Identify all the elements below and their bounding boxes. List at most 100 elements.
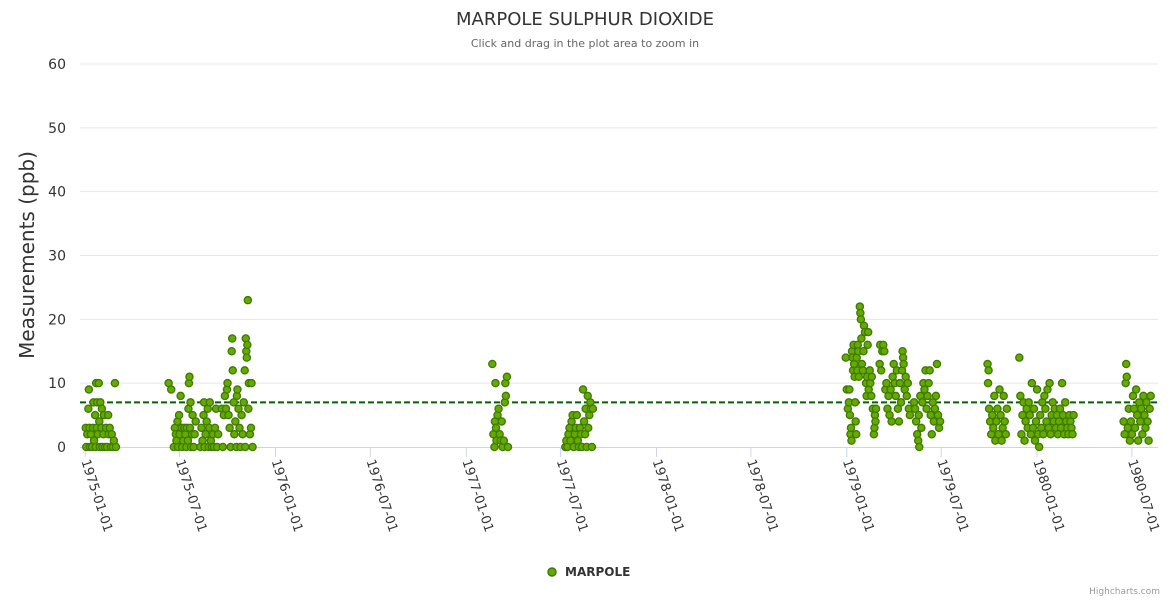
- data-point[interactable]: [894, 417, 904, 426]
- data-point[interactable]: [931, 391, 941, 401]
- data-point[interactable]: [233, 385, 242, 394]
- data-point[interactable]: [999, 391, 1008, 401]
- data-point[interactable]: [189, 442, 198, 452]
- data-point[interactable]: [880, 346, 889, 356]
- data-point[interactable]: [491, 378, 500, 388]
- data-point[interactable]: [905, 410, 915, 420]
- data-point[interactable]: [247, 378, 256, 388]
- data-point[interactable]: [244, 404, 253, 413]
- data-point[interactable]: [1069, 410, 1078, 420]
- data-point[interactable]: [213, 429, 223, 439]
- data-point[interactable]: [227, 334, 237, 343]
- data-point[interactable]: [572, 410, 582, 420]
- data-point[interactable]: [1027, 378, 1037, 388]
- data-point[interactable]: [850, 398, 860, 407]
- data-point[interactable]: [863, 340, 872, 350]
- data-point[interactable]: [851, 417, 860, 426]
- data-point[interactable]: [1029, 404, 1039, 413]
- data-point[interactable]: [240, 366, 249, 375]
- data-point[interactable]: [984, 366, 993, 375]
- data-point[interactable]: [90, 410, 100, 420]
- data-point[interactable]: [205, 398, 215, 407]
- data-point[interactable]: [111, 442, 121, 452]
- data-point[interactable]: [1068, 429, 1077, 439]
- data-point[interactable]: [895, 378, 905, 388]
- data-point[interactable]: [910, 404, 920, 413]
- data-point[interactable]: [583, 423, 593, 433]
- data-point[interactable]: [867, 391, 876, 401]
- data-point[interactable]: [1034, 442, 1044, 452]
- credits-link[interactable]: Highcharts.com: [1089, 587, 1160, 597]
- data-point[interactable]: [243, 295, 253, 305]
- data-point[interactable]: [851, 429, 861, 439]
- data-point[interactable]: [871, 404, 881, 413]
- data-point[interactable]: [867, 372, 877, 382]
- data-point[interactable]: [1144, 436, 1153, 445]
- data-point[interactable]: [891, 391, 901, 401]
- data-point[interactable]: [1131, 385, 1141, 394]
- data-point[interactable]: [1122, 372, 1131, 382]
- data-point[interactable]: [239, 398, 248, 407]
- data-point[interactable]: [248, 442, 257, 452]
- data-point[interactable]: [494, 404, 503, 413]
- data-point[interactable]: [578, 385, 588, 394]
- legend-symbol-icon[interactable]: [547, 567, 557, 577]
- data-point[interactable]: [238, 429, 247, 439]
- data-point[interactable]: [1143, 417, 1152, 426]
- data-point[interactable]: [1001, 429, 1011, 439]
- data-point[interactable]: [103, 410, 113, 420]
- data-point[interactable]: [871, 417, 880, 426]
- data-point[interactable]: [876, 366, 886, 375]
- data-point[interactable]: [190, 429, 199, 439]
- data-point[interactable]: [224, 410, 233, 420]
- data-point[interactable]: [1002, 404, 1012, 413]
- data-point[interactable]: [243, 340, 252, 350]
- data-point[interactable]: [927, 429, 937, 439]
- data-point[interactable]: [983, 378, 993, 388]
- data-point[interactable]: [110, 378, 120, 388]
- data-point[interactable]: [227, 346, 236, 356]
- data-point[interactable]: [990, 391, 999, 401]
- data-point[interactable]: [242, 353, 252, 362]
- data-point[interactable]: [859, 346, 868, 356]
- data-point[interactable]: [174, 410, 184, 420]
- data-point[interactable]: [191, 417, 200, 426]
- data-point[interactable]: [922, 404, 931, 413]
- data-point[interactable]: [218, 442, 228, 452]
- data-point[interactable]: [903, 378, 913, 388]
- data-point[interactable]: [924, 378, 933, 388]
- data-point[interactable]: [995, 385, 1004, 394]
- data-point[interactable]: [223, 378, 232, 388]
- data-point[interactable]: [1020, 436, 1029, 445]
- data-point[interactable]: [886, 385, 895, 394]
- data-point[interactable]: [917, 423, 926, 433]
- data-point[interactable]: [488, 359, 497, 369]
- data-point[interactable]: [587, 442, 597, 452]
- data-point[interactable]: [1041, 404, 1050, 413]
- data-point[interactable]: [987, 410, 997, 420]
- data-point[interactable]: [1000, 417, 1009, 426]
- series-marpole-points[interactable]: [81, 295, 1155, 452]
- data-point[interactable]: [1133, 436, 1143, 445]
- data-point[interactable]: [186, 398, 195, 407]
- data-point[interactable]: [501, 391, 511, 401]
- data-point[interactable]: [1025, 410, 1035, 420]
- data-point[interactable]: [503, 442, 513, 452]
- data-point[interactable]: [899, 359, 908, 369]
- data-point[interactable]: [1035, 410, 1045, 420]
- data-point[interactable]: [84, 385, 94, 394]
- data-point[interactable]: [166, 385, 176, 394]
- data-point[interactable]: [1031, 417, 1041, 426]
- data-point[interactable]: [896, 398, 906, 407]
- data-point[interactable]: [887, 417, 896, 426]
- data-point[interactable]: [846, 423, 856, 433]
- data-point[interactable]: [854, 372, 864, 382]
- data-point[interactable]: [925, 366, 934, 375]
- data-point[interactable]: [902, 391, 911, 401]
- data-point[interactable]: [588, 404, 598, 413]
- data-point[interactable]: [1015, 353, 1024, 362]
- data-point[interactable]: [579, 417, 589, 426]
- data-point[interactable]: [240, 442, 250, 452]
- data-point[interactable]: [882, 378, 891, 388]
- data-point[interactable]: [1126, 417, 1136, 426]
